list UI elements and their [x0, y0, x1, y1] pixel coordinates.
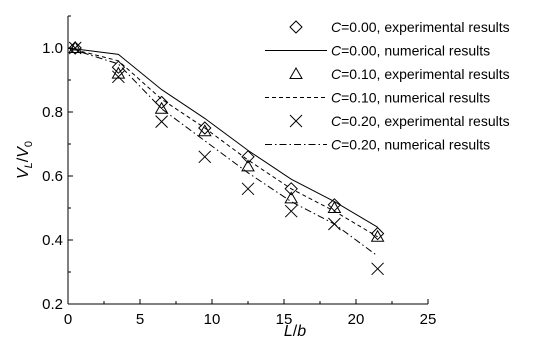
- y-tick-label: 0.6: [42, 168, 63, 185]
- x-tick-label: 10: [204, 311, 221, 328]
- legend-marker-diamond: [289, 20, 303, 34]
- legend-entry-label: C=0.10, experimental results: [331, 66, 510, 82]
- data-point-x: [155, 115, 168, 128]
- legend-entry-label: C=0.10, numerical results: [331, 90, 490, 106]
- data-point-diamond: [241, 150, 255, 164]
- x-tick-label: 20: [348, 311, 365, 328]
- chart-axes: 0 5 10 15 20 25 0.2 0.4 0.6 0.8 1.0: [42, 15, 437, 328]
- data-point-triangle: [327, 200, 342, 213]
- x-tick-label: 25: [420, 311, 437, 328]
- data-point-diamond: [370, 226, 385, 241]
- data-point-diamond: [68, 41, 82, 55]
- legend-entry-label: C=0.20, numerical results: [331, 137, 490, 153]
- data-point-x: [112, 70, 125, 84]
- chart-legend: C=0.00, experimental results C=0.00, nume…: [265, 19, 510, 153]
- data-point-triangle: [68, 40, 83, 53]
- y-tick-label: 1.0: [42, 40, 63, 57]
- series-line-5: [67, 47, 378, 257]
- data-point-triangle: [284, 191, 299, 204]
- data-point-triangle: [241, 159, 255, 172]
- data-point-diamond: [284, 182, 298, 196]
- data-point-triangle: [154, 101, 169, 114]
- legend-entry-label: C=0.00, numerical results: [331, 43, 490, 59]
- y-tick-label: 0.4: [42, 232, 63, 249]
- data-point-diamond: [198, 121, 212, 135]
- legend-marker-triangle: [289, 66, 303, 79]
- data-point-x: [241, 182, 255, 196]
- legend-marker-x: [289, 114, 303, 128]
- data-point-triangle: [111, 66, 126, 79]
- x-tick-label: 15: [276, 311, 293, 328]
- data-point-diamond: [111, 60, 126, 74]
- data-point-triangle: [370, 229, 385, 242]
- data-point-x: [371, 262, 384, 276]
- legend-entry-label: C=0.20, experimental results: [331, 113, 510, 129]
- legend-entry-label: C=0.00, experimental results: [331, 19, 510, 35]
- chart-plot-area: [67, 40, 385, 276]
- data-point-x: [198, 150, 212, 164]
- y-axis-title: VL/V0: [15, 141, 35, 179]
- y-tick-label: 0.8: [42, 104, 63, 121]
- y-tick-label: 0.2: [42, 296, 63, 313]
- data-point-diamond: [154, 95, 169, 110]
- data-point-x: [284, 204, 298, 218]
- x-axis-title: L/b: [284, 323, 306, 340]
- series-line-1: [67, 47, 378, 228]
- x-tick-label: 0: [64, 311, 72, 328]
- x-tick-label: 5: [136, 311, 144, 328]
- data-point-x: [68, 41, 82, 55]
- data-point-triangle: [197, 124, 212, 137]
